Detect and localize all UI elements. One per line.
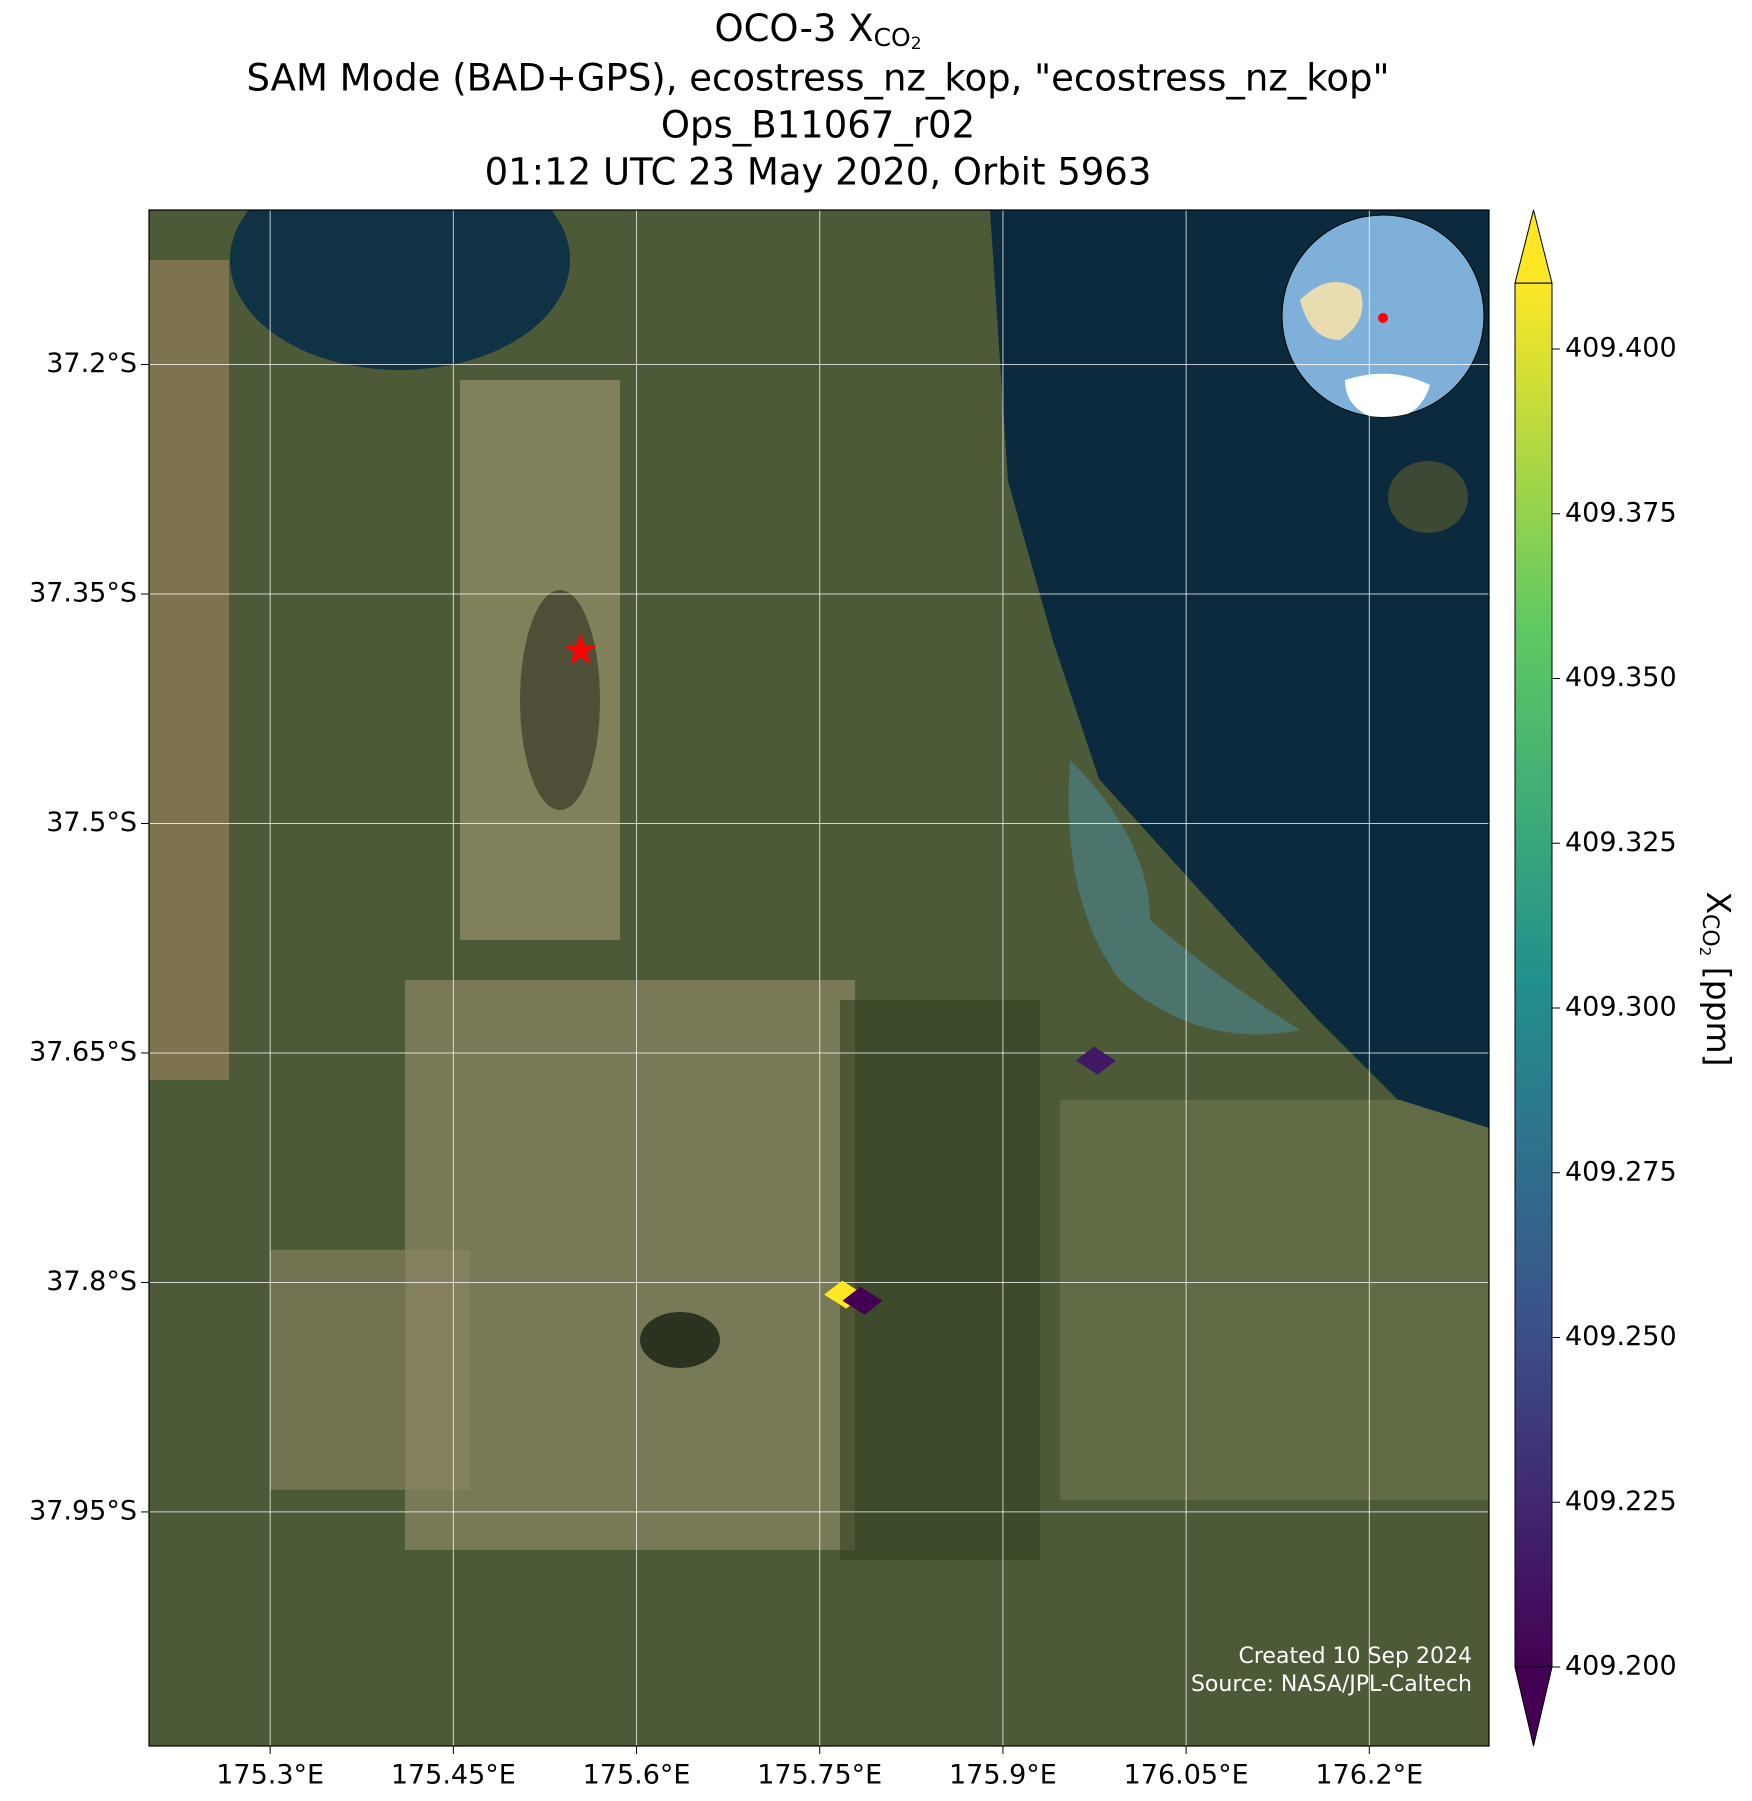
colorbar-tick-label: 409.250 [1565, 1321, 1677, 1352]
colorbar-tick-label: 409.275 [1565, 1156, 1677, 1187]
basemap [149, 210, 1489, 1746]
x-tick-label: 175.3°E [216, 1760, 324, 1791]
colorbar-tick-label: 409.200 [1565, 1651, 1677, 1682]
y-tick-label: 37.8°S [46, 1266, 137, 1297]
colorbar-extend [1514, 209, 1553, 284]
colorbar-tick-label: 409.225 [1565, 1486, 1677, 1517]
colorbar-tick-label: 409.350 [1565, 662, 1677, 693]
x-tick-label: 176.05°E [1124, 1760, 1249, 1791]
y-tick-label: 37.35°S [29, 578, 137, 609]
y-tick-label: 37.5°S [46, 807, 137, 838]
colorbar-frame [1514, 282, 1553, 1668]
target-star [564, 633, 597, 665]
globe-target [1378, 313, 1388, 323]
colorbar-label: XCO2 [ppm] [1697, 891, 1739, 1066]
x-tick-label: 175.6°E [583, 1760, 691, 1791]
colorbar [1515, 283, 1552, 1668]
y-tick-label: 37.65°S [29, 1036, 137, 1067]
x-tick-label: 176.2°E [1315, 1760, 1423, 1791]
sounding [842, 1286, 883, 1315]
subtitle: 01:12 UTC 23 May 2020, Orbit 5963 [485, 151, 1152, 194]
sounding [1075, 1046, 1116, 1075]
subtitle: SAM Mode (BAD+GPS), ecostress_nz_kop, "e… [246, 57, 1389, 100]
credit: Source: NASA/JPL-Caltech [1191, 1672, 1472, 1697]
credit: Created 10 Sep 2024 [1239, 1644, 1473, 1669]
title: OCO-3 XCO2 [714, 7, 921, 55]
x-tick-label: 175.9°E [949, 1760, 1057, 1791]
map-frame [148, 209, 1490, 1747]
colorbar-tick-label: 409.325 [1565, 827, 1677, 858]
colorbar-tick-label: 409.400 [1565, 333, 1677, 364]
colorbar-extend [1514, 1666, 1553, 1747]
colorbar-tick-label: 409.375 [1565, 497, 1677, 528]
subtitle: Ops_B11067_r02 [661, 104, 975, 147]
colorbar-tick-label: 409.300 [1565, 992, 1677, 1023]
x-tick-label: 175.45°E [391, 1760, 516, 1791]
y-tick-label: 37.95°S [29, 1495, 137, 1526]
y-tick-label: 37.2°S [46, 348, 137, 379]
x-tick-label: 175.75°E [757, 1760, 882, 1791]
